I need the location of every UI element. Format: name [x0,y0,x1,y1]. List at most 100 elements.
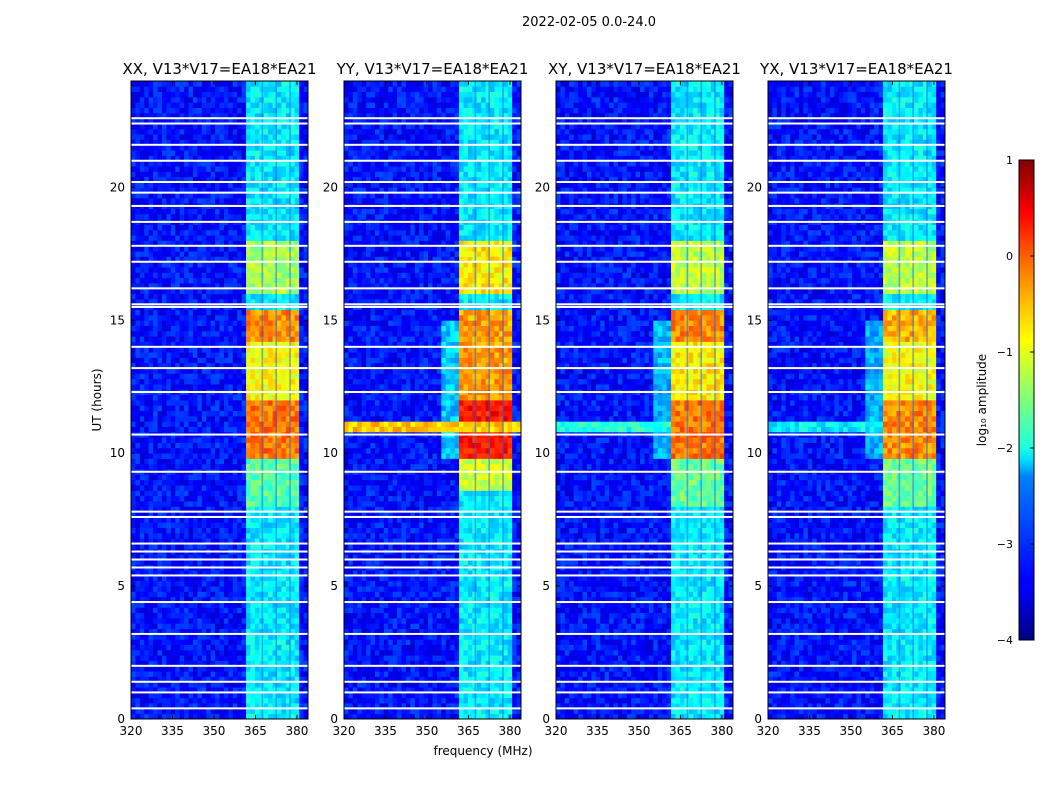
heatmap-cell [131,225,136,231]
heatmap-cell [140,448,145,454]
heatmap-cell [131,251,136,257]
heatmap-cell [281,485,286,491]
heatmap-cell [140,474,145,480]
heatmap-cell [144,405,149,411]
heatmap-cell [144,645,149,651]
heatmap-cell [140,108,145,114]
heatmap-cell [189,480,194,486]
heatmap-cell [220,645,225,651]
heatmap-cell [215,81,220,87]
heatmap-cell [202,416,207,422]
heatmap-cell [162,490,167,496]
heatmap-cell [237,607,242,613]
heatmap-cell [220,102,225,108]
heatmap-cell [264,453,269,459]
heatmap-cell [295,586,300,592]
heatmap-cell [264,607,269,613]
heatmap-cell [135,171,140,177]
heatmap-cell [180,272,185,278]
heatmap-cell [277,395,282,401]
heatmap-cell [224,400,229,406]
heatmap-cell [250,278,255,284]
heatmap-cell [264,437,269,443]
heatmap-cell [140,357,145,363]
heatmap-cell [250,671,255,677]
heatmap-cell [233,474,238,480]
heatmap-cell [277,437,282,443]
heatmap-cell [140,379,145,385]
heatmap-cell [215,129,220,135]
heatmap-cell [197,294,202,300]
heatmap-cell [237,458,242,464]
heatmap-cell [233,209,238,215]
heatmap-cell [158,225,163,231]
heatmap-cell [224,453,229,459]
heatmap-cell [268,698,273,704]
heatmap-cell [175,458,180,464]
heatmap-cell [264,92,269,98]
heatmap-cell [184,427,189,433]
heatmap-cell [131,384,136,390]
heatmap-cell [140,522,145,528]
heatmap-cell [184,108,189,114]
heatmap-cell [228,235,233,241]
heatmap-cell [158,150,163,156]
heatmap-cell [250,150,255,156]
heatmap-cell [197,166,202,172]
heatmap-cell [220,522,225,528]
heatmap-cell [144,591,149,597]
heatmap-cell [281,496,286,502]
heatmap-cell [149,97,154,103]
heatmap-cell [237,411,242,417]
heatmap-cell [184,522,189,528]
heatmap-cell [162,416,167,422]
heatmap-cell [250,698,255,704]
heatmap-cell [215,490,220,496]
heatmap-cell [202,448,207,454]
heatmap-cell [242,458,247,464]
heatmap-cell [290,214,295,220]
heatmap-cell [153,272,158,278]
heatmap-cell [264,698,269,704]
heatmap-cell [211,618,216,624]
heatmap-cell [175,613,180,619]
heatmap-cell [220,437,225,443]
heatmap-cell [268,336,273,342]
heatmap-cell [264,102,269,108]
heatmap-cell [171,235,176,241]
heatmap-cell [215,421,220,427]
heatmap-cell [171,108,176,114]
heatmap-cell [140,586,145,592]
heatmap-cell [233,92,238,98]
heatmap-cell [149,623,154,629]
heatmap-cell [295,411,300,417]
heatmap-cell [171,97,176,103]
heatmap-cell [202,485,207,491]
heatmap-cell [277,310,282,316]
heatmap-cell [171,586,176,592]
heatmap-cell [197,458,202,464]
heatmap-cell [140,618,145,624]
heatmap-cell [233,278,238,284]
heatmap-cell [166,464,171,470]
heatmap-cell [250,129,255,135]
flagged-row [131,543,308,545]
heatmap-cell [295,384,300,390]
heatmap-cell [158,357,163,363]
heatmap-cell [131,586,136,592]
heatmap-cell [255,331,260,337]
heatmap-cell [215,698,220,704]
heatmap-cell [180,251,185,257]
heatmap-cell [144,639,149,645]
heatmap-cell [189,384,194,390]
heatmap-cell [299,480,304,486]
heatmap-cell [224,225,229,231]
heatmap-cell [206,623,211,629]
heatmap-cell [299,490,304,496]
heatmap-cell [175,421,180,427]
heatmap-cell [215,331,220,337]
heatmap-cell [175,655,180,661]
heatmap-cell [144,533,149,539]
heatmap-cell [166,427,171,433]
heatmap-cell [211,198,216,204]
